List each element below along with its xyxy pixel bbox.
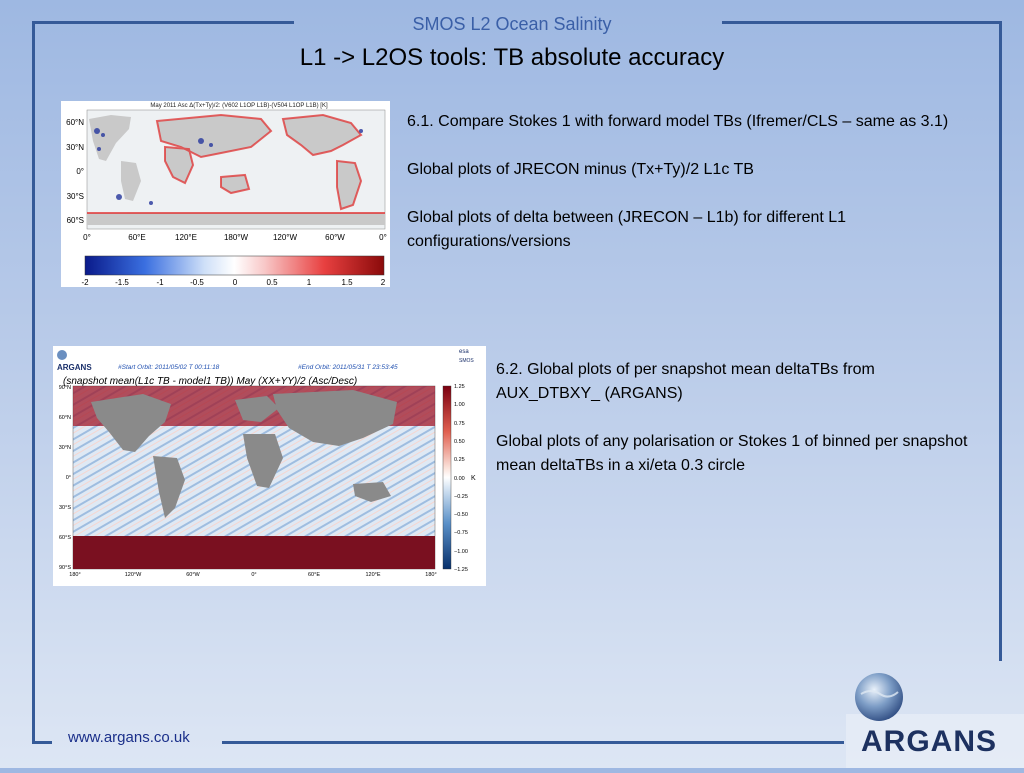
- colorbar-tick: −0.50: [454, 512, 468, 518]
- lat-tick: 30°S: [67, 192, 84, 201]
- text-6-2-heading: 6.2. Global plots of per snapshot mean d…: [496, 361, 875, 402]
- figure2-start-orbit: #Start Orbit: 2011/05/02 T 00:11:18: [118, 364, 220, 371]
- frame-left: [32, 21, 35, 743]
- figure-tb-difference-map: May 2011 Asc Δ(Tx+Ty)/2: (V602 L1OP L1B)…: [61, 101, 390, 287]
- lon-tick: 60°W: [325, 233, 345, 242]
- argans-logo: ARGANS: [846, 664, 1024, 768]
- colorbar-tick: -1: [156, 278, 164, 287]
- lon-tick: 60°E: [308, 572, 320, 578]
- esa-badge-icon: esa: [459, 349, 469, 355]
- colorbar-tick: 0.25: [454, 457, 465, 463]
- figure-snapshot-mean-map: ARGANS #Start Orbit: 2011/05/02 T 00:11:…: [53, 346, 486, 586]
- colorbar-tick: -2: [81, 278, 89, 287]
- lat-tick: 30°N: [59, 445, 71, 451]
- figure2-svg: ARGANS #Start Orbit: 2011/05/02 T 00:11:…: [57, 349, 476, 578]
- lon-tick: 60°W: [186, 572, 200, 578]
- colorbar-tick: -1.5: [115, 278, 129, 287]
- smos-badge-icon: SMOS: [459, 358, 474, 364]
- footer-url-link[interactable]: www.argans.co.uk: [68, 729, 190, 746]
- colorbar2-unit: K: [471, 475, 476, 482]
- lat-tick: 60°S: [59, 535, 71, 541]
- colorbar-tick: 0.5: [266, 278, 278, 287]
- lon-tick: 120°E: [365, 572, 380, 578]
- header-label: SMOS L2 Ocean Salinity: [412, 14, 612, 34]
- text-6-1-para2: Global plots of JRECON minus (Tx+Ty)/2 L…: [407, 161, 754, 178]
- map1-blue-speckles: [94, 128, 363, 205]
- figure1-title: May 2011 Asc Δ(Tx+Ty)/2: (V602 L1OP L1B)…: [150, 103, 328, 109]
- lat-tick: 60°N: [59, 415, 71, 421]
- frame-bottom-left: [32, 741, 52, 744]
- figure2-org: ARGANS: [57, 363, 92, 372]
- frame-top-right: [722, 21, 1002, 24]
- argans-mini-globe-icon: [57, 350, 67, 360]
- colorbar-tick: −1.25: [454, 567, 468, 573]
- lon-tick: 180°: [69, 572, 80, 578]
- map2-land: [73, 390, 435, 569]
- globe-icon: [855, 673, 903, 721]
- lat-tick: 90°N: [59, 385, 71, 391]
- map1-lat-ticks: 60°N 30°N 0° 30°S 60°S: [66, 118, 84, 225]
- lat-tick: 0°: [76, 167, 84, 176]
- colorbar-tick: 1.25: [454, 384, 465, 390]
- colorbar1: [84, 255, 385, 276]
- colorbar-tick: 2: [381, 278, 386, 287]
- lon-tick: 180°: [425, 572, 436, 578]
- text-6-2-para2: Global plots of any polarisation or Stok…: [496, 433, 968, 474]
- colorbar2: [442, 385, 452, 570]
- frame-top-left: [32, 21, 294, 24]
- colorbar-tick: 1.00: [454, 402, 465, 408]
- text-6-1-para3: Global plots of delta between (JRECON – …: [407, 209, 847, 250]
- colorbar2-ticks: 1.25 1.00 0.75 0.50 0.25 0.00 −0.25 −0.5…: [454, 384, 468, 573]
- lon-tick: 120°W: [125, 572, 142, 578]
- frame-bottom-right: [222, 741, 844, 744]
- map2-lat-ticks: 90°N 60°N 30°N 0° 30°S 60°S 90°S: [59, 385, 72, 571]
- colorbar-tick: −1.00: [454, 549, 468, 555]
- map2-lon-ticks: 180° 120°W 60°W 0° 60°E 120°E 180°: [69, 572, 436, 578]
- map1-red-highlights: [87, 113, 385, 214]
- logo-wordmark: ARGANS: [861, 725, 997, 758]
- figure2-end-orbit: #End Orbit: 2011/05/31 T 23:53:45: [298, 364, 398, 371]
- frame-right: [999, 21, 1002, 661]
- text-block-6-2: 6.2. Global plots of per snapshot mean d…: [496, 358, 976, 502]
- colorbar1-ticks: -2 -1.5 -1 -0.5 0 0.5 1 1.5 2: [81, 278, 385, 287]
- colorbar-tick: 1: [307, 278, 312, 287]
- map1-land: [87, 115, 385, 225]
- colorbar-tick: 0.50: [454, 439, 465, 445]
- text-6-1-heading: 6.1. Compare Stokes 1 with forward model…: [407, 113, 949, 130]
- colorbar-tick: 0: [233, 278, 238, 287]
- figure1-svg: May 2011 Asc Δ(Tx+Ty)/2: (V602 L1OP L1B)…: [66, 103, 387, 287]
- lon-tick: 180°W: [224, 233, 249, 242]
- figure2-title: (snapshot mean(L1c TB - model1 TB)) May …: [63, 376, 357, 387]
- lat-tick: 30°N: [66, 143, 84, 152]
- lon-tick: 120°W: [273, 233, 298, 242]
- colorbar-tick: 1.5: [341, 278, 353, 287]
- lon-tick: 60°E: [128, 233, 145, 242]
- lat-tick: 60°N: [66, 118, 84, 127]
- slide-title: L1 -> L2OS tools: TB absolute accuracy: [299, 44, 725, 71]
- lon-tick: 0°: [379, 233, 387, 242]
- colorbar-tick: 0.75: [454, 421, 465, 427]
- colorbar-tick: -0.5: [190, 278, 204, 287]
- map1-lon-ticks: 0° 60°E 120°E 180°W 120°W 60°W 0°: [83, 233, 387, 242]
- lat-tick: 60°S: [67, 216, 84, 225]
- lon-tick: 120°E: [175, 233, 197, 242]
- lat-tick: 90°S: [59, 565, 71, 571]
- colorbar-tick: −0.25: [454, 494, 468, 500]
- lon-tick: 0°: [251, 572, 256, 578]
- argans-logo-svg: ARGANS: [846, 673, 1024, 768]
- colorbar-tick: 0.00: [454, 476, 465, 482]
- text-block-6-1: 6.1. Compare Stokes 1 with forward model…: [407, 110, 967, 278]
- lat-tick: 0°: [66, 475, 71, 481]
- lat-tick: 30°S: [59, 505, 71, 511]
- colorbar-tick: −0.75: [454, 530, 468, 536]
- lon-tick: 0°: [83, 233, 91, 242]
